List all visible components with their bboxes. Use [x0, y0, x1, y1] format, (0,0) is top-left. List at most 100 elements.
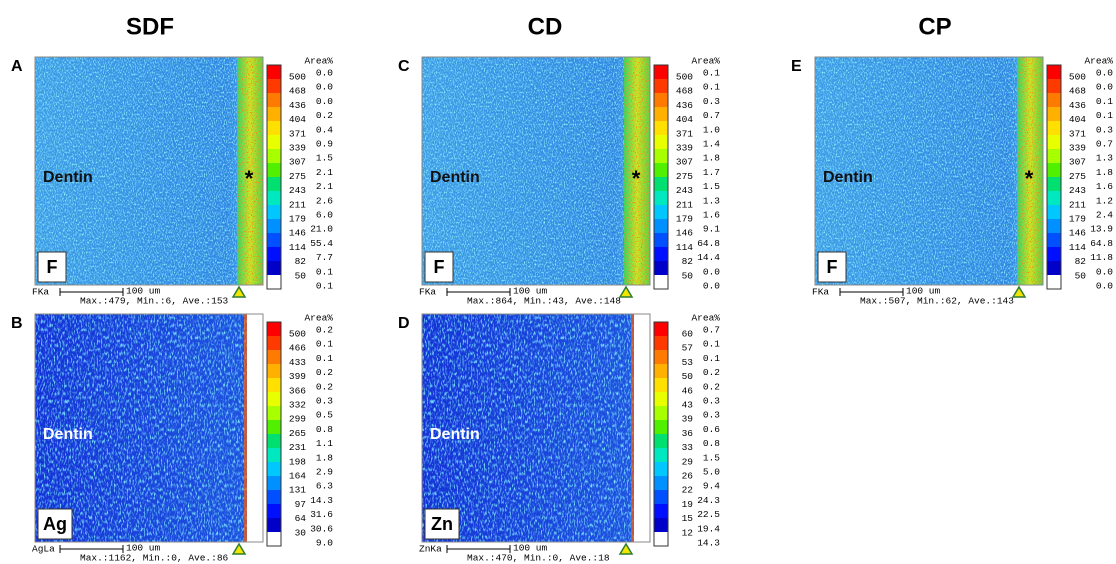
scale-band [654, 121, 668, 136]
panel: E F Dentin * 500 468 436 404 371 339 307 275 243 211 1… [791, 56, 1113, 307]
region-label: Dentin [823, 169, 873, 186]
area-value: 0.7 [703, 325, 720, 336]
scale-level: 500 [289, 329, 306, 340]
scale-level: 500 [676, 72, 693, 83]
element-box [817, 251, 847, 283]
scale-band [267, 135, 281, 150]
area-value: 1.2 [1096, 195, 1113, 206]
edge-line [244, 314, 247, 542]
panel: C F Dentin * 500 468 436 404 371 339 307 275 243 211 1… [398, 56, 720, 307]
scale-level: 198 [289, 456, 306, 467]
scale-level: 339 [676, 143, 693, 154]
scale-band [654, 448, 668, 463]
area-value: 9.0 [316, 538, 333, 549]
scale-band [654, 378, 668, 393]
scale-band [267, 322, 281, 337]
scale-band [267, 350, 281, 365]
scale-band [1047, 65, 1061, 80]
scale-band [654, 65, 668, 80]
map-texture [422, 314, 650, 542]
stats: Max.:864, Min.:43, Ave.:148 [467, 296, 621, 307]
scale-level: 468 [1069, 86, 1086, 97]
scale-band [267, 462, 281, 477]
scale-level: 179 [289, 214, 306, 225]
area-value: 1.3 [1096, 153, 1113, 164]
area-value: 0.9 [316, 139, 333, 150]
area-value: 0.0 [1096, 281, 1113, 292]
scale-level: 29 [682, 456, 694, 467]
scale-level: 211 [676, 199, 693, 210]
area-value: 0.0 [316, 96, 333, 107]
area-value: 9.1 [703, 224, 720, 235]
scale-level: 12 [682, 527, 694, 538]
scale-level: 97 [295, 499, 306, 510]
area-value: 55.4 [310, 238, 333, 249]
scale-level: 275 [289, 171, 306, 182]
edge-marker [618, 285, 634, 298]
scale-band [654, 490, 668, 505]
scale-level: 275 [676, 171, 693, 182]
scale-border [266, 64, 282, 290]
marker: * [632, 166, 641, 191]
scale-band [1047, 233, 1061, 248]
panel-letter: E [791, 58, 802, 75]
marker: * [245, 166, 254, 191]
scale-level: 36 [682, 428, 694, 439]
area-header: Area% [304, 56, 333, 67]
scale-band [1047, 177, 1061, 192]
area-value: 13.9 [1090, 224, 1113, 235]
scale-band [1047, 163, 1061, 178]
scale-level: 371 [289, 128, 306, 139]
x-ray-line: FKa [419, 287, 436, 298]
area-value: 24.3 [697, 495, 720, 506]
area-header: Area% [304, 313, 333, 324]
scale-level: 299 [289, 414, 306, 425]
edge-line [631, 314, 634, 542]
scale-level: 436 [289, 100, 306, 111]
scale-level: 339 [1069, 143, 1086, 154]
element-box [37, 508, 73, 540]
area-value: 0.3 [703, 410, 720, 421]
scale-band [1047, 261, 1061, 276]
area-value: 0.1 [1096, 110, 1113, 121]
scale-band [654, 406, 668, 421]
area-value: 2.9 [316, 467, 333, 478]
panel-letter: B [11, 315, 23, 332]
region-label: Dentin [430, 169, 480, 186]
scale-level: 468 [289, 86, 306, 97]
area-value: 9.4 [703, 481, 720, 492]
scale-band [654, 420, 668, 435]
scale-band [1047, 247, 1061, 262]
area-value: 0.7 [1096, 139, 1113, 150]
scale-band [267, 79, 281, 94]
edge-hotspots [624, 57, 650, 285]
scale-level: 468 [676, 86, 693, 97]
area-value: 5.0 [703, 467, 720, 478]
area-value: 0.0 [316, 68, 333, 79]
stats: Max.:1162, Min.:0, Ave.:86 [80, 553, 229, 564]
scale-level: 146 [676, 228, 693, 239]
scale-band [1047, 191, 1061, 206]
element-box [424, 251, 454, 283]
area-value: 0.2 [703, 381, 720, 392]
area-value: 0.5 [316, 410, 333, 421]
area-header: Area% [691, 56, 720, 67]
area-value: 1.5 [703, 181, 720, 192]
scale-level: 82 [1075, 256, 1087, 267]
scale-band [1047, 219, 1061, 234]
scale-band [654, 191, 668, 206]
scale-level: 404 [289, 114, 306, 125]
area-header: Area% [691, 313, 720, 324]
scale-level: 15 [682, 513, 694, 524]
scale-level: 146 [1069, 228, 1086, 239]
scale-band [654, 247, 668, 262]
element-label: Ag [43, 514, 67, 534]
scale-band [654, 149, 668, 164]
area-value: 1.6 [703, 210, 720, 221]
edge-hotspots [237, 57, 263, 285]
scale-level: 179 [1069, 214, 1086, 225]
scale-level: 339 [289, 143, 306, 154]
area-value: 31.6 [310, 509, 333, 520]
scale-level: 50 [1075, 270, 1087, 281]
scale-band [654, 392, 668, 407]
